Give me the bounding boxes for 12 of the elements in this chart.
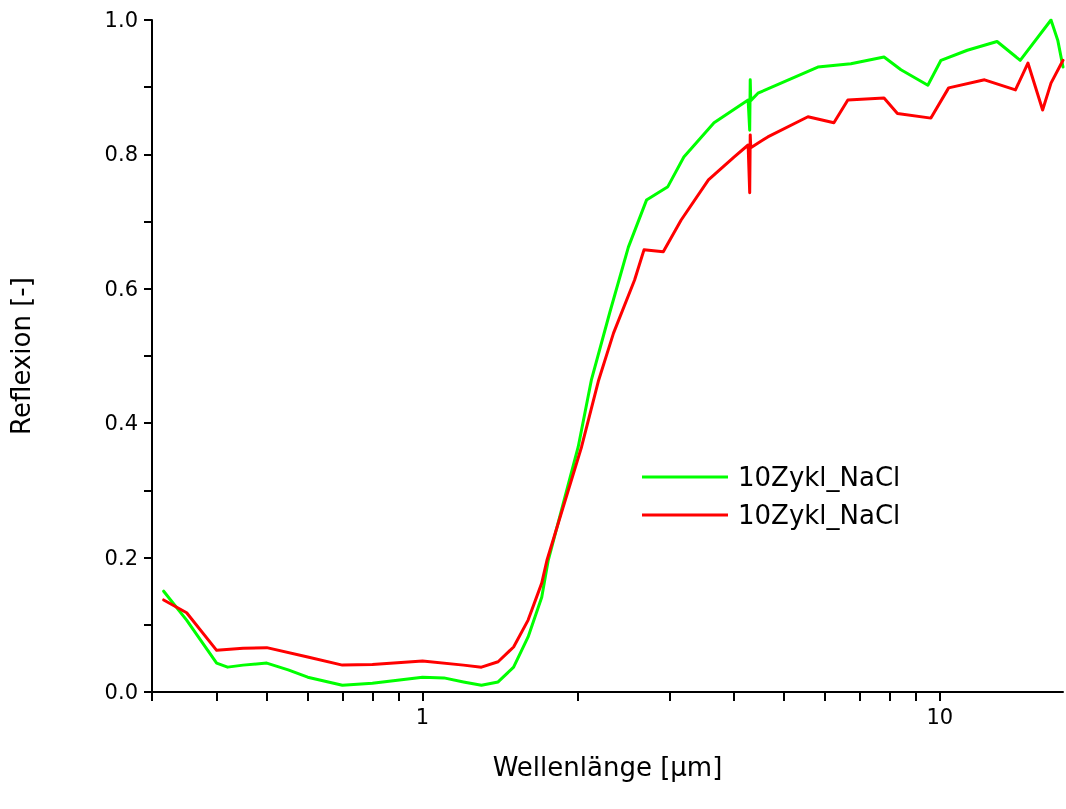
legend-label: 10Zykl_NaCl [738,500,901,530]
x-tick-label: 10 [926,704,954,729]
legend-label: 10Zykl_NaCl [738,462,901,492]
y-tick-label: 0.2 [104,545,138,570]
x-axis-title: Wellenlänge [µm] [492,752,723,782]
x-tick-label: 1 [415,704,430,729]
y-tick-label: 0.8 [104,142,138,167]
y-tick-label: 0.6 [104,276,138,301]
y-tick-label: 0.0 [104,680,138,704]
y-tick-label: 1.0 [104,8,138,32]
y-axis-title: Reflexion [-] [6,277,36,435]
y-tick-label: 0.4 [104,411,138,436]
